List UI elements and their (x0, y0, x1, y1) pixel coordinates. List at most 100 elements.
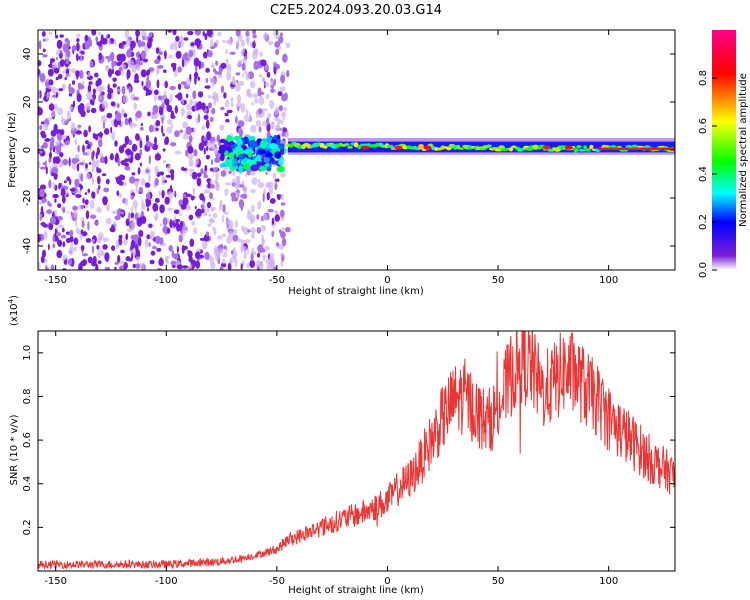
spectrogram-noise-mark (282, 116, 285, 121)
spectrogram-noise-mark (280, 202, 286, 206)
spectrogram-noise-mark (134, 178, 140, 182)
spectrogram-noise-mark (198, 113, 201, 123)
spectrogram-noise-mark (169, 43, 175, 50)
spectrogram-xlabel: Height of straight line (km) (288, 286, 424, 297)
spectrogram-noise-mark (40, 184, 46, 190)
spectrogram-noise-mark (61, 134, 67, 140)
spectrogram-noise-mark (174, 150, 182, 155)
spectrogram-noise-mark (135, 112, 141, 117)
spectrogram-noise-mark (264, 82, 270, 87)
spectrogram-noise-mark (159, 171, 165, 176)
spectrogram-noise-mark (198, 142, 204, 151)
spectrogram-noise-mark (182, 121, 189, 129)
spectrogram-noise-mark (279, 32, 283, 37)
spectrogram-noise-mark (73, 237, 79, 245)
signal-peak-mark (423, 145, 432, 150)
x-tick-label: 50 (492, 275, 505, 286)
spectrogram-noise-mark (216, 235, 223, 240)
spectrogram-noise-mark (46, 85, 53, 89)
spectrogram-noise-mark (49, 165, 52, 175)
spectrogram-noise-mark (72, 100, 76, 108)
spectrogram-noise-mark (209, 116, 214, 123)
spectrogram-noise-mark (231, 250, 234, 255)
spectrogram-noise-mark (50, 130, 57, 137)
spectrogram-noise-mark (172, 30, 177, 36)
spectrogram-noise-mark (59, 129, 65, 136)
spectrogram-noise-mark (82, 160, 85, 164)
spectrogram-noise-mark (265, 171, 268, 175)
spectrogram-noise-mark (67, 258, 72, 266)
spectrogram-noise-mark (281, 227, 285, 231)
spectrogram-noise-mark (257, 244, 264, 253)
spectrogram-noise-mark (103, 187, 110, 193)
x-tick-label: -150 (44, 275, 67, 286)
spectrogram-noise-mark (173, 253, 179, 260)
spectrogram-noise-mark (95, 263, 99, 270)
spectrogram-noise-mark (140, 123, 143, 127)
spectrogram-noise-mark (130, 243, 134, 250)
spectrogram-noise-mark (134, 212, 139, 221)
spectrogram-noise-mark (256, 109, 259, 119)
signal-mark (573, 148, 579, 153)
spectrogram-noise-mark (161, 116, 164, 125)
spectrogram-noise-mark (272, 172, 277, 180)
colorbar-tick-label: 0.6 (698, 118, 709, 134)
spectrogram-ylabel: Frequency (Hz) (7, 112, 18, 188)
spectrogram-noise-mark (126, 69, 131, 79)
spectrogram-noise-mark (179, 212, 183, 217)
spectrogram-noise-mark (139, 262, 142, 268)
spectrogram-noise-mark (79, 69, 84, 79)
spectrogram-noise-mark (58, 224, 64, 229)
spectrogram-noise-mark (145, 182, 151, 188)
spectrogram-noise-mark (156, 79, 160, 89)
spectrogram-noise-mark (66, 118, 69, 124)
spectrogram-noise-mark (57, 250, 62, 257)
spectrogram-axes: -150 -100 -50 0 50 100 -40 -20 0 20 40 (22, 30, 675, 286)
signal-mark (576, 145, 582, 149)
spectrogram-noise-mark (206, 131, 212, 141)
spectrogram-noise-mark (61, 227, 65, 233)
spectrogram-noise-mark (228, 230, 235, 239)
spectrogram-noise-mark (73, 210, 78, 218)
spectrogram-noise-mark (92, 132, 97, 139)
spectrogram-noise-mark (124, 39, 131, 48)
spectrogram-noise-mark (155, 235, 161, 245)
spectrogram-noise-mark (39, 188, 45, 198)
spectrogram-noise-mark (205, 67, 210, 73)
spectrogram-noise-mark (43, 230, 48, 240)
spectrogram-noise-mark (176, 264, 183, 270)
y-tick-label: 1.0 (22, 345, 33, 361)
spectrogram-noise-mark (202, 200, 206, 207)
spectrogram-noise-mark (228, 37, 233, 46)
spectrogram-noise-mark (100, 156, 106, 164)
spectrogram-noise-mark (85, 163, 88, 169)
spectrogram-noise-mark (214, 157, 221, 163)
spectrogram-noise-mark (226, 71, 232, 81)
spectrogram-noise-mark (203, 51, 208, 59)
x-tick-label: 100 (599, 275, 618, 286)
spectrogram-noise-mark (86, 150, 91, 156)
spectrogram-noise-mark (215, 39, 219, 45)
spectrogram-blob-mark (276, 165, 285, 173)
spectrogram-noise-mark (39, 73, 46, 83)
spectrogram-noise-mark (38, 107, 43, 116)
spectrogram-noise-mark (193, 57, 200, 67)
spectrogram-noise-mark (80, 205, 84, 209)
spectrogram-noise-mark (159, 204, 165, 214)
spectrogram-noise-mark (58, 182, 61, 190)
spectrogram-noise-mark (121, 41, 127, 45)
spectrogram-noise-mark (278, 119, 284, 125)
spectrogram-noise-mark (46, 92, 49, 100)
spectrogram-blob-mark (250, 164, 259, 172)
spectrogram-noise-mark (134, 244, 139, 252)
spectrogram-noise-mark (231, 196, 235, 202)
spectrogram-noise-mark (233, 228, 238, 235)
spectrogram-noise-mark (194, 75, 197, 85)
spectrogram-noise-mark (203, 170, 207, 176)
spectrogram-noise-mark (71, 45, 77, 52)
spectrogram-blob-mark (278, 158, 283, 166)
spectrogram-noise-mark (275, 178, 280, 182)
spectrogram-noise-mark (170, 142, 177, 147)
spectrogram-noise-mark (274, 106, 280, 115)
spectrogram-noise-mark (52, 234, 55, 243)
